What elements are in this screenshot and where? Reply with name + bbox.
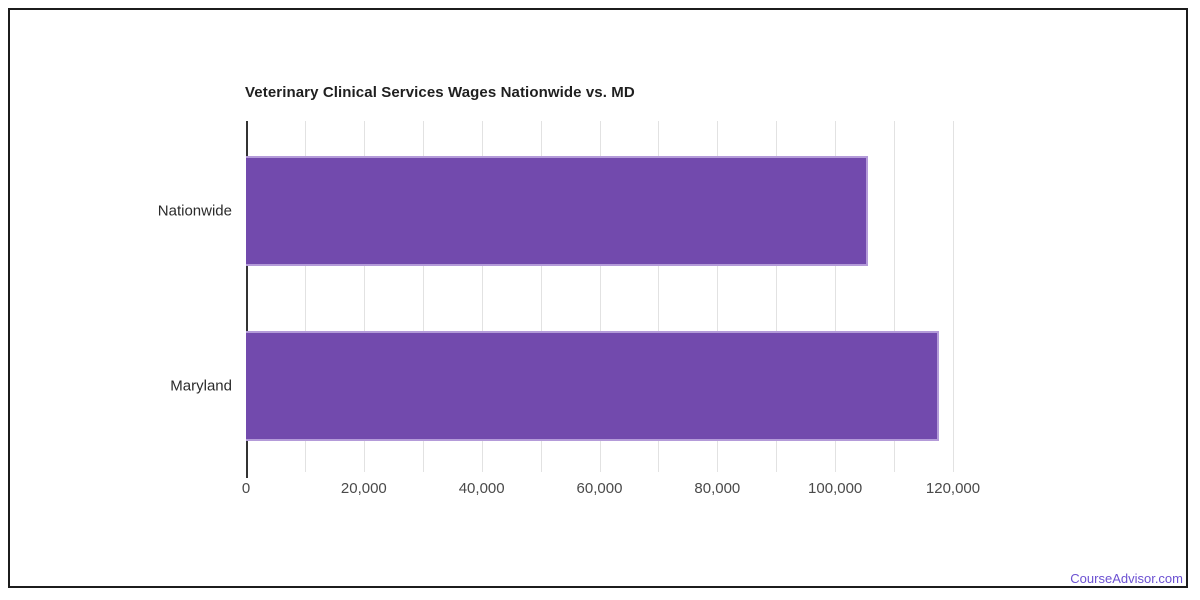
x-tick-label-40000: 40,000 — [458, 480, 505, 497]
courseadvisor-watermark-link[interactable]: CourseAdvisor.com — [1070, 571, 1183, 586]
vertical-gridline — [658, 121, 660, 472]
plot-area — [246, 121, 985, 478]
vertical-gridline — [894, 121, 896, 472]
vertical-gridline — [776, 121, 778, 472]
y-axis-line — [246, 121, 248, 478]
category-label-nationwide: Nationwide — [157, 202, 232, 220]
vertical-gridline — [717, 121, 719, 472]
x-tick-label-80000: 80,000 — [694, 480, 741, 497]
x-tick-label-100000: 100,000 — [808, 480, 863, 497]
vertical-gridline — [540, 121, 542, 472]
vertical-gridline — [422, 121, 424, 472]
chart-title: Veterinary Clinical Services Wages Natio… — [245, 84, 635, 101]
vertical-gridline — [953, 121, 954, 472]
bar-nationwide[interactable] — [246, 156, 868, 266]
x-tick-label-0: 0 — [241, 480, 251, 497]
vertical-gridline — [304, 121, 306, 472]
vertical-gridline — [363, 121, 365, 472]
vertical-gridline — [835, 121, 837, 472]
vertical-gridline — [481, 121, 483, 472]
category-label-maryland: Maryland — [170, 377, 232, 394]
x-tick-label-20000: 20,000 — [340, 480, 387, 497]
x-tick-label-120000: 120,000 — [925, 480, 981, 497]
x-tick-label-60000: 60,000 — [576, 480, 623, 497]
bar-maryland[interactable] — [246, 330, 940, 441]
vertical-gridline — [599, 121, 601, 472]
